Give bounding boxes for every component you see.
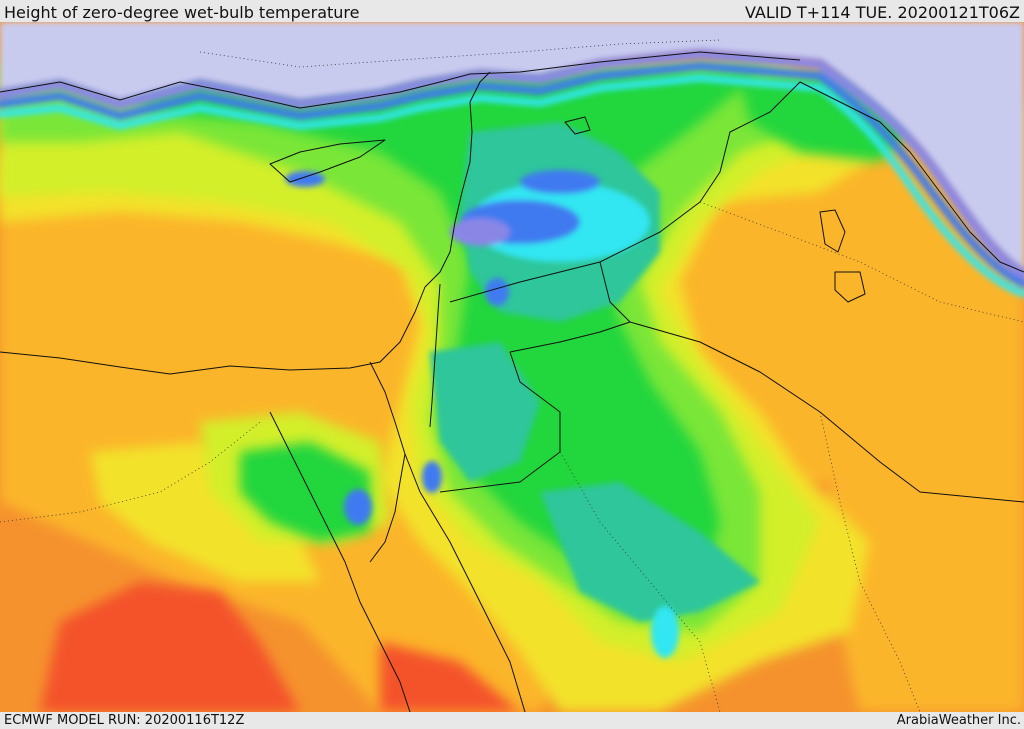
gulf-of-suez [269,411,411,712]
mediterranean-coast [0,71,491,375]
yellow-zone-west [90,442,320,582]
sinai-border [369,361,406,455]
blue-core-cyprus [285,171,325,187]
blue-core-jordan [485,278,509,306]
internal-boundaries [0,39,1024,712]
model-run-label: ECMWF MODEL RUN: 20200116T12Z [4,713,245,728]
gulf-of-aqaba [369,453,406,563]
map-title: Height of zero-degree wet-bulb temperatu… [4,3,360,22]
credit-label: ArabiaWeather Inc. [896,713,1021,728]
red-orange-zone-2 [380,642,520,712]
red-orange-zone [40,582,300,712]
jordan-saudi-border [439,351,561,493]
jordan-iraq-link [599,261,631,323]
red-sea-east-coast [404,453,526,712]
map-canvas [0,22,1024,712]
internal-boundary-iraq [699,201,1024,323]
dead-sea-jordan-valley [429,283,441,428]
turkey-coast [0,51,801,109]
iraq-border-west [509,321,631,353]
violet-edge-band [0,49,1024,279]
valid-time-label: VALID T+114 TUE. 20200121T06Z [744,3,1020,22]
violet-core-lebanon [450,218,510,246]
weather-map[interactable] [0,22,1024,712]
teal-zone-arabia [540,482,760,622]
lake-razazah [834,271,866,303]
header-bar: Height of zero-degree wet-bulb temperatu… [0,0,1024,22]
blue-core-aqaba [422,461,442,493]
green-sinai [240,442,370,542]
lake-tharthar [819,209,846,253]
blue-edge-band [0,62,1024,288]
blue-core-syria [520,170,600,194]
iran-border [799,81,1024,273]
cyan-edge-band [0,74,1024,298]
light-orange-south [820,452,1024,712]
teal-zone-jordan [430,342,540,482]
lake-assad [564,116,591,135]
below-ground-north [0,22,1024,272]
internal-boundary-turkey [199,39,721,68]
footer-bar: ECMWF MODEL RUN: 20200116T12Z ArabiaWeat… [0,712,1024,729]
blue-core-sinai [344,489,372,525]
cyprus-outline [269,139,386,183]
cyan-core-saudi [651,606,679,658]
